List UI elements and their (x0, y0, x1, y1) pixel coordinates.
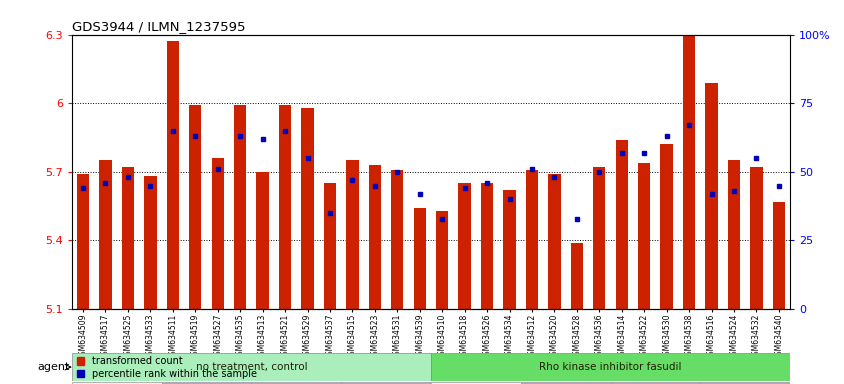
Bar (413, 209, 425, 309)
Bar (72, 382, 161, 384)
Bar (368, 165, 381, 309)
Bar (592, 167, 605, 309)
Bar (700, 382, 789, 384)
Bar (161, 382, 252, 384)
Bar (430, 382, 520, 384)
Bar (548, 174, 560, 309)
Bar (682, 35, 695, 309)
Bar (525, 170, 538, 309)
Text: agent: agent (37, 362, 69, 372)
Bar (341, 382, 430, 384)
Text: GDS3944 / ILMN_1237595: GDS3944 / ILMN_1237595 (72, 20, 245, 33)
Bar (614, 140, 627, 309)
Bar (660, 144, 672, 309)
Text: no treatment, control: no treatment, control (195, 362, 307, 372)
Legend: transformed count, percentile rank within the sample: transformed count, percentile rank withi… (77, 356, 257, 379)
Bar (252, 382, 341, 384)
Bar (77, 174, 89, 309)
Bar (346, 161, 358, 309)
Bar (100, 161, 111, 309)
Bar (301, 108, 313, 309)
Bar (705, 83, 717, 309)
Bar (391, 170, 403, 309)
Bar (189, 106, 201, 309)
Bar (279, 106, 291, 309)
Bar (256, 172, 268, 309)
Bar (520, 382, 610, 384)
Bar (430, 353, 789, 381)
Bar (610, 382, 700, 384)
Bar (436, 211, 448, 309)
Bar (480, 183, 493, 309)
Bar (122, 167, 134, 309)
Bar (570, 243, 582, 309)
Bar (727, 161, 739, 309)
Bar (771, 202, 784, 309)
Bar (211, 158, 224, 309)
Bar (234, 106, 246, 309)
Bar (72, 353, 430, 381)
Bar (323, 183, 336, 309)
Bar (749, 167, 761, 309)
Bar (637, 163, 650, 309)
Bar (144, 176, 156, 309)
Text: Rho kinase inhibitor fasudil: Rho kinase inhibitor fasudil (538, 362, 681, 372)
Bar (166, 41, 179, 309)
Bar (503, 190, 515, 309)
Bar (458, 183, 470, 309)
